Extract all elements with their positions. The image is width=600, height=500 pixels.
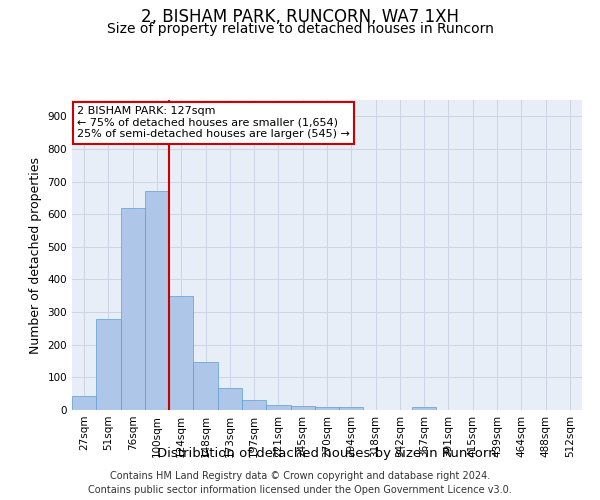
Text: Contains HM Land Registry data © Crown copyright and database right 2024.
Contai: Contains HM Land Registry data © Crown c… [88,471,512,495]
Bar [121,208,145,410]
Text: 2 BISHAM PARK: 127sqm
← 75% of detached houses are smaller (1,654)
25% of semi-d: 2 BISHAM PARK: 127sqm ← 75% of detached … [77,106,350,140]
Bar [96,320,121,410]
Text: Size of property relative to detached houses in Runcorn: Size of property relative to detached ho… [107,22,493,36]
Bar [72,396,96,410]
Bar [290,406,315,410]
Bar [193,362,218,410]
Bar [315,406,339,410]
Bar [339,408,364,410]
Bar [145,192,169,410]
Bar [242,400,266,410]
Bar [266,406,290,410]
Text: 2, BISHAM PARK, RUNCORN, WA7 1XH: 2, BISHAM PARK, RUNCORN, WA7 1XH [141,8,459,26]
Bar [169,296,193,410]
Y-axis label: Number of detached properties: Number of detached properties [29,156,42,354]
Bar [218,388,242,410]
Bar [412,408,436,410]
Text: Distribution of detached houses by size in Runcorn: Distribution of detached houses by size … [157,448,497,460]
